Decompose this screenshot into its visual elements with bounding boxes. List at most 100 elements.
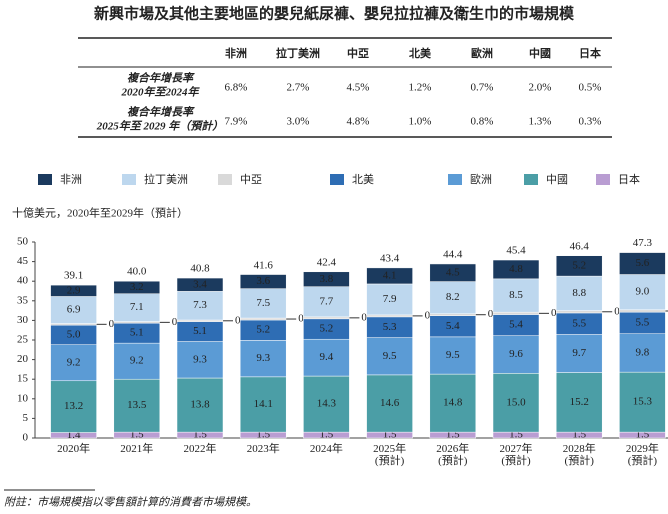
value-label: 9.5 — [446, 349, 460, 361]
total-label: 41.6 — [254, 259, 274, 271]
legend-label: 歐洲 — [470, 172, 492, 186]
total-label: 46.4 — [570, 241, 590, 253]
value-label: 5.5 — [572, 317, 586, 329]
value-label: 8.8 — [572, 287, 586, 299]
bar-segment — [555, 255, 603, 277]
value-label: 13.2 — [64, 400, 83, 412]
table-cell: 7.9% — [225, 116, 248, 128]
bar-segment — [303, 375, 350, 433]
value-label: 8.2 — [446, 291, 460, 303]
row-label: 複合年增長率 — [127, 72, 195, 85]
table-cell: 0.3% — [579, 116, 602, 128]
value-label: 15.2 — [570, 396, 589, 408]
y-tick-label: 20 — [17, 353, 29, 365]
table-cell: 6.8% — [225, 82, 248, 94]
value-label: 9.7 — [572, 347, 586, 359]
bar-segment — [429, 263, 477, 282]
value-label: 5.1 — [193, 325, 207, 337]
table-cell: 3.0% — [287, 116, 310, 128]
legend-swatch — [596, 174, 610, 185]
table-cell: 1.2% — [409, 82, 432, 94]
value-label: 5.0 — [67, 328, 81, 340]
bar-segment — [303, 338, 350, 377]
bar-segment — [366, 314, 413, 318]
value-label: 5.5 — [636, 316, 650, 328]
table-cell: 2.0% — [529, 82, 552, 94]
bar-segment — [492, 311, 540, 315]
value-label: 2.9 — [67, 284, 81, 296]
value-label: 5.4 — [446, 320, 460, 332]
table-header: 中國 — [529, 46, 551, 60]
value-label: 4.8 — [509, 263, 523, 275]
value-label: 13.8 — [190, 399, 210, 411]
table-cell: 1.3% — [529, 116, 552, 128]
value-label: 7.9 — [383, 293, 397, 305]
value-label: 9.3 — [193, 353, 207, 365]
value-label: 3.2 — [130, 281, 144, 293]
y-tick-label: 10 — [17, 392, 29, 404]
value-label: 9.0 — [636, 286, 650, 298]
value-label: 15.3 — [633, 396, 653, 408]
value-label: 7.3 — [193, 299, 207, 311]
bar-segment — [239, 288, 287, 319]
y-tick-label: 30 — [17, 314, 29, 326]
bar-segment — [619, 333, 666, 373]
bar-segment — [555, 372, 603, 433]
value-label: 7.7 — [320, 295, 334, 307]
row-label: 2025年至 2029 年（預計） — [96, 120, 224, 133]
bar-segment — [366, 267, 413, 285]
value-label: 9.2 — [130, 355, 144, 367]
bar-segment — [239, 340, 287, 378]
bar-segment — [176, 377, 224, 433]
value-label: 4.1 — [383, 269, 397, 281]
bar-segment — [492, 278, 540, 313]
bar-segment — [492, 373, 540, 433]
value-label: 5.2 — [572, 259, 586, 271]
value-label: 3.8 — [320, 273, 334, 285]
bar-segment — [176, 291, 224, 321]
bar-segment — [239, 376, 287, 433]
legend-label: 日本 — [618, 172, 640, 186]
legend-swatch — [218, 174, 232, 185]
value-label: 14.8 — [443, 397, 463, 409]
bar-segment — [113, 280, 161, 294]
x-tick-label: 2022年 — [184, 441, 217, 455]
total-label: 40.0 — [127, 266, 147, 278]
legend-label: 拉丁美洲 — [144, 172, 188, 186]
table-header: 日本 — [579, 46, 601, 60]
bar-segment — [366, 374, 413, 433]
value-label: 15.0 — [506, 396, 526, 408]
value-label: 9.2 — [67, 356, 81, 368]
bar-segment — [619, 309, 666, 313]
y-tick-label: 25 — [17, 334, 29, 346]
bar-segment — [429, 313, 477, 316]
bar-segment — [429, 281, 477, 314]
value-label: 3.6 — [256, 275, 270, 287]
table-cell: 0.7% — [471, 82, 494, 94]
legend-label: 中國 — [546, 173, 568, 186]
bar-segment — [50, 380, 97, 433]
value-label: 9.8 — [636, 346, 650, 358]
table-cell: 4.8% — [347, 116, 370, 128]
table-cell: 1.0% — [409, 116, 432, 128]
x-tick-label: 2020年 — [57, 441, 90, 455]
bar-segment — [492, 259, 540, 280]
value-label: 5.2 — [256, 324, 270, 336]
legend-swatch — [122, 174, 136, 185]
x-tick-label: 2028年(預計) — [563, 441, 596, 467]
row-label: 複合年增長率 — [127, 106, 195, 119]
bar-segment — [555, 334, 603, 373]
bar-segment — [619, 252, 666, 275]
table-cell: 2.7% — [287, 82, 310, 94]
total-label: 43.4 — [380, 252, 400, 264]
value-label: 5.6 — [636, 257, 650, 269]
value-label: 14.6 — [380, 397, 400, 409]
bar-segment — [113, 378, 161, 433]
value-label: 9.5 — [383, 350, 397, 362]
value-label: 14.1 — [254, 398, 273, 410]
value-label: 9.6 — [509, 348, 523, 360]
bar-segment — [176, 277, 224, 292]
legend-swatch — [330, 174, 344, 185]
value-label: 9.4 — [320, 351, 334, 363]
